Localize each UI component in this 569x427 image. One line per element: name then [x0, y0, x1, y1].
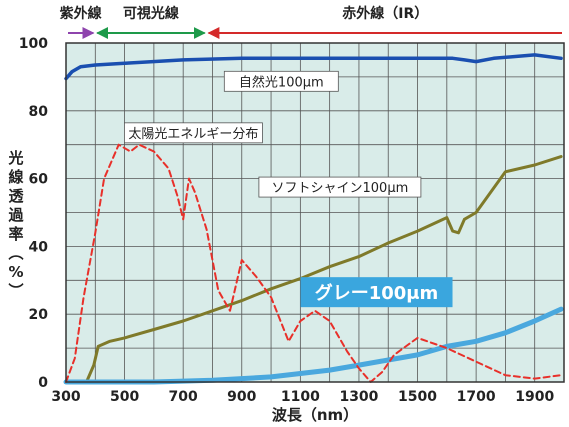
y-tick-label: 0	[38, 375, 48, 391]
y-tick-label: 20	[29, 307, 49, 323]
band-label-1: 可視光線	[123, 5, 179, 22]
series-line-1	[65, 143, 563, 383]
x-tick-label: 1700	[457, 389, 496, 405]
y-title-char: %	[8, 263, 23, 281]
spectrum-bands: 紫外線 可視光線 赤外線（IR）	[60, 5, 562, 39]
annotation-label: 自然光100μm	[239, 74, 324, 90]
y-title-char: 過	[7, 206, 24, 224]
x-tick-label: 500	[110, 389, 139, 405]
y-tick-label: 80	[29, 104, 49, 120]
y-tick-label: 100	[19, 36, 48, 52]
x-tick-label: 900	[227, 389, 256, 405]
annotation-box	[223, 70, 339, 92]
annotation-box	[258, 176, 422, 198]
series-line-2	[64, 155, 563, 384]
y-tick-label: 60	[29, 172, 49, 188]
band-label-0: 紫外線	[60, 5, 102, 22]
x-tick-label: 1300	[339, 389, 378, 405]
x-tick-label: 1500	[398, 389, 437, 405]
axis-ticks: 300 500 700 900 1100 1300 1500 1700 1900 0 20 40 60 8…	[19, 36, 555, 405]
annotation-box	[124, 122, 263, 144]
y-title-char: 線	[8, 168, 23, 186]
plot-frame	[65, 42, 565, 383]
x-tick-label: 700	[169, 389, 198, 405]
annotation-label: グレー100μm	[315, 282, 439, 304]
annotation-label: 太陽光エネルギー分布	[128, 127, 258, 142]
band-label-2: 赤外線（IR）	[342, 5, 428, 22]
annotation-label: ソフトシャイン100μm	[272, 181, 409, 196]
y-title-char: ︶	[7, 282, 23, 300]
y-title-char: ︵	[7, 244, 23, 262]
y-title-char: 率	[8, 225, 23, 243]
y-title-char: 光	[7, 149, 23, 167]
x-axis-title: 波長（nm）	[272, 406, 358, 424]
x-tick-label: 1900	[515, 389, 554, 405]
series-line-0	[64, 53, 563, 81]
y-title-char: 透	[8, 187, 24, 205]
highlight-label-box	[300, 277, 453, 308]
y-tick-label: 40	[29, 239, 49, 255]
x-tick-label: 1100	[281, 389, 320, 405]
x-tick-label: 300	[51, 389, 80, 405]
